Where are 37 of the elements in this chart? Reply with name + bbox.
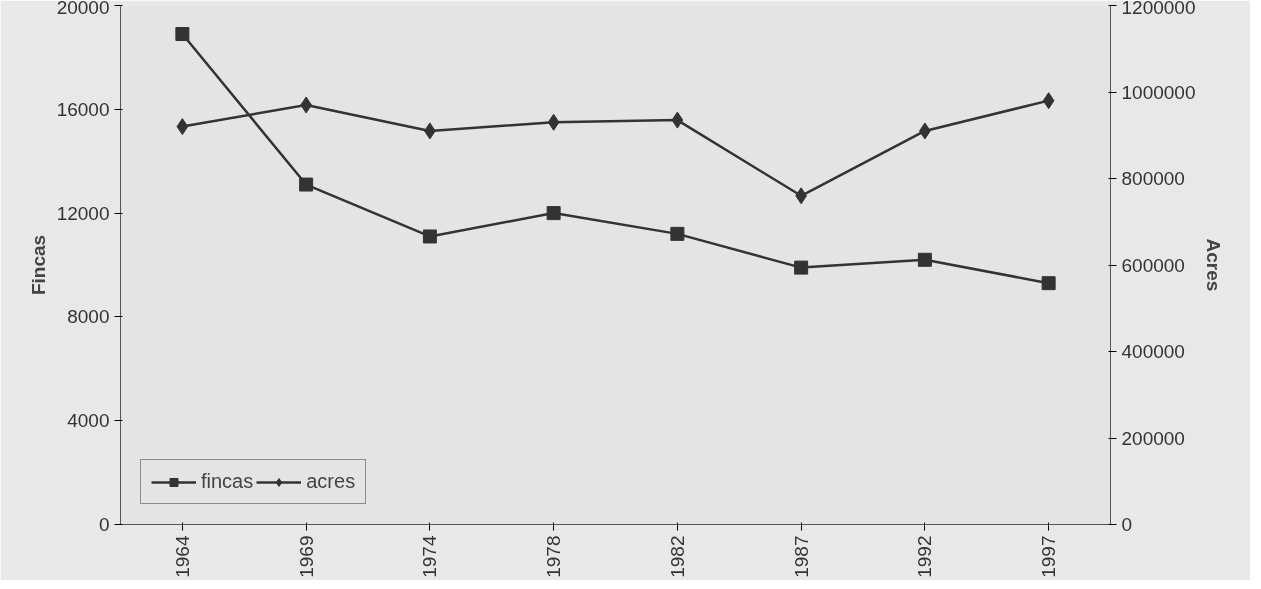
y-tick-label: 20000 — [56, 0, 110, 18]
point — [794, 260, 809, 275]
x-tick-label: 1969 — [295, 535, 317, 578]
legend-label: acres — [306, 470, 356, 493]
x-tick-label: 1992 — [914, 535, 936, 578]
point — [299, 177, 314, 192]
y2-tick-label: 600000 — [1121, 254, 1185, 276]
y-tick-label: 12000 — [56, 202, 110, 224]
point — [917, 252, 932, 267]
y2-tick-label: 800000 — [1121, 168, 1185, 189]
x-tick-label: 1982 — [666, 535, 688, 578]
legend-label: fincas — [201, 470, 254, 493]
x-tick-label: 1997 — [1038, 535, 1060, 578]
x-tick-label: 1974 — [419, 535, 441, 578]
point — [422, 229, 437, 244]
point — [546, 206, 561, 221]
y-tick-label: 0 — [98, 514, 110, 535]
point — [1041, 276, 1056, 291]
x-tick-label: 1978 — [543, 535, 565, 578]
x-tick-label: 1964 — [171, 535, 193, 578]
point — [671, 111, 684, 129]
point — [176, 118, 189, 136]
y2-axis-title: Acres — [1203, 238, 1225, 292]
point — [547, 113, 560, 131]
point — [175, 27, 190, 42]
x-tick-label: 1987 — [790, 535, 812, 578]
y-axis-title: Fincas — [27, 234, 49, 296]
y2-tick-label: 400000 — [1121, 341, 1185, 362]
y-tick-label: 16000 — [56, 98, 110, 120]
y2-tick-label: 200000 — [1121, 427, 1185, 449]
y2-tick-label: 1000000 — [1121, 81, 1196, 103]
point — [670, 226, 685, 241]
y2-tick-label: 1200000 — [1121, 0, 1196, 18]
y-tick-label: 4000 — [67, 410, 110, 432]
y2-tick-label: 0 — [1121, 514, 1133, 535]
point — [1042, 92, 1055, 110]
y-tick-label: 8000 — [67, 306, 110, 328]
